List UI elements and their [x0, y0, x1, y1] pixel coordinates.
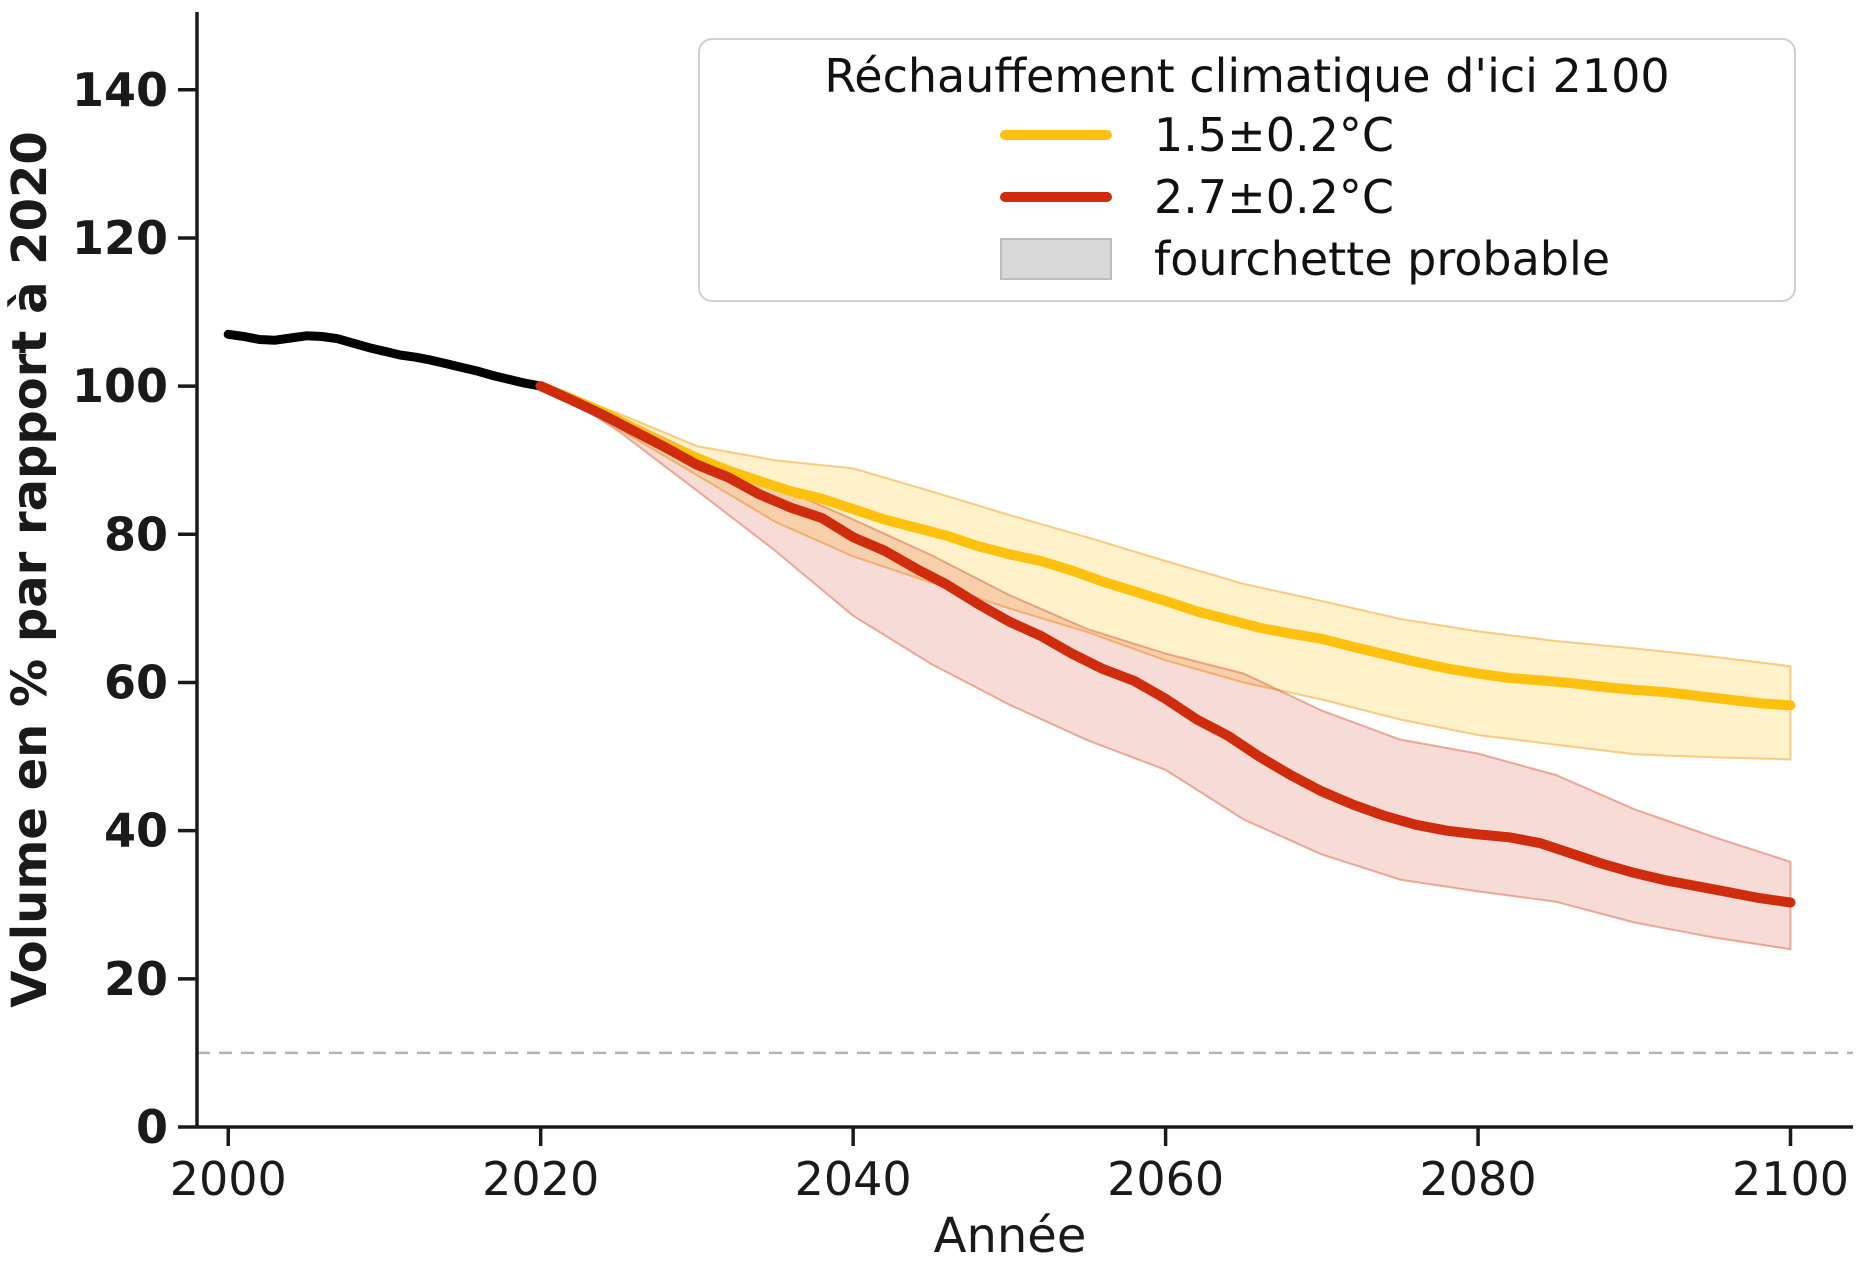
- legend-line-swatch-1-5c-icon: [1000, 130, 1112, 140]
- legend-line-swatch-2-7c-icon: [1000, 192, 1112, 202]
- x-tick-label: 2080: [1420, 1152, 1537, 1206]
- legend-item-1-5c: 1.5±0.2°C: [700, 104, 1794, 166]
- band-1: [586, 402, 1792, 951]
- series-line-1: [535, 381, 1796, 711]
- legend-label-2-7c: 2.7±0.2°C: [1154, 170, 1394, 224]
- x-axis-title: Année: [934, 1208, 1087, 1264]
- x-tick-label: 2020: [482, 1152, 599, 1206]
- y-tick-label: 20: [104, 952, 168, 1006]
- y-tick-label: 60: [104, 655, 168, 709]
- legend-title: Réchauffement climatique d'ici 2100: [824, 49, 1670, 103]
- y-tick-label: 120: [72, 211, 168, 265]
- legend-label-likely-range: fourchette probable: [1154, 232, 1611, 286]
- x-tick-label: 2060: [1107, 1152, 1224, 1206]
- y-tick-label: 140: [72, 63, 168, 117]
- legend-item-2-7c: 2.7±0.2°C: [700, 166, 1794, 228]
- x-tick-label: 2100: [1732, 1152, 1849, 1206]
- series-line-2: [535, 381, 1796, 908]
- y-tick-label: 80: [104, 507, 168, 561]
- legend-patch-swatch-icon: [1000, 238, 1112, 280]
- legend: Réchauffement climatique d'ici 2100 1.5±…: [698, 38, 1796, 302]
- y-axis-title: Volume en % par rapport à 2020: [2, 131, 58, 1008]
- legend-item-likely-range: fourchette probable: [700, 228, 1794, 290]
- series-line-0: [223, 329, 546, 391]
- y-tick-label: 100: [72, 359, 168, 413]
- x-tick-label: 2000: [170, 1152, 287, 1206]
- x-tick-label: 2040: [795, 1152, 912, 1206]
- y-tick-label: 0: [136, 1100, 168, 1154]
- legend-label-1-5c: 1.5±0.2°C: [1154, 108, 1394, 162]
- y-tick-label: 40: [104, 804, 168, 858]
